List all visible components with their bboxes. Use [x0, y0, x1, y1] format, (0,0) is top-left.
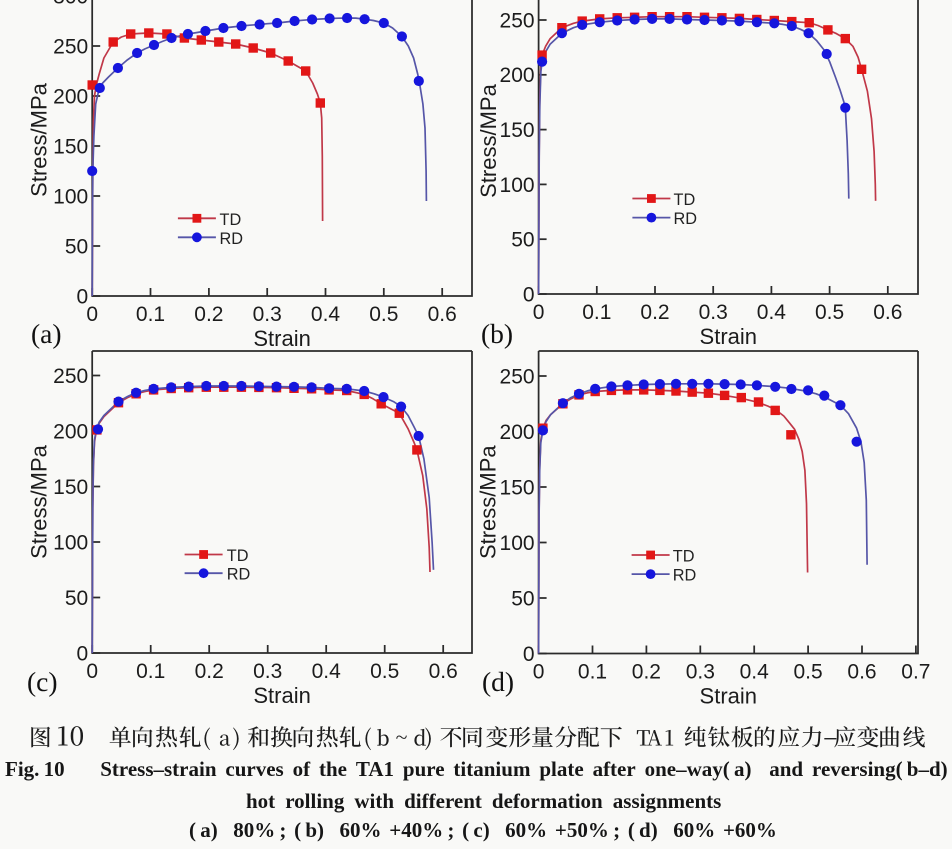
svg-text:0.2: 0.2	[195, 660, 224, 683]
svg-text:0.1: 0.1	[136, 303, 165, 326]
svg-text:100: 100	[53, 185, 88, 208]
svg-text:Strain: Strain	[253, 683, 310, 708]
svg-text:0: 0	[523, 643, 535, 666]
svg-text:0.5: 0.5	[793, 661, 822, 684]
svg-text:100: 100	[500, 174, 535, 197]
svg-text:0.1: 0.1	[578, 661, 607, 684]
svg-text:200: 200	[53, 85, 88, 108]
svg-text:200: 200	[500, 421, 535, 444]
svg-text:0.6: 0.6	[428, 303, 457, 326]
svg-text:(c): (c)	[27, 666, 58, 697]
svg-text:100: 100	[500, 532, 535, 555]
svg-text:50: 50	[65, 235, 88, 258]
svg-text:0.5: 0.5	[369, 303, 398, 326]
svg-text:Strain: Strain	[700, 684, 757, 709]
svg-text:0: 0	[533, 301, 545, 324]
svg-text:100: 100	[53, 531, 88, 554]
svg-text:50: 50	[511, 587, 534, 610]
svg-text:TD: TD	[673, 548, 695, 566]
svg-text:(a): (a)	[31, 318, 62, 349]
svg-text:0.3: 0.3	[686, 661, 715, 684]
svg-text:0.3: 0.3	[253, 660, 282, 683]
svg-text:RD: RD	[227, 566, 251, 584]
svg-text:0.2: 0.2	[194, 303, 223, 326]
svg-text:0: 0	[86, 303, 98, 326]
svg-text:150: 150	[500, 119, 535, 142]
svg-text:RD: RD	[674, 210, 698, 228]
svg-text:0: 0	[533, 661, 545, 684]
svg-text:0.7: 0.7	[901, 661, 930, 684]
svg-text:(b): (b)	[481, 318, 513, 349]
svg-text:0.6: 0.6	[429, 660, 458, 683]
svg-text:0.4: 0.4	[757, 301, 787, 324]
svg-text:TD: TD	[674, 191, 696, 209]
svg-text:RD: RD	[220, 230, 244, 248]
svg-text:200: 200	[53, 420, 88, 443]
svg-text:RD: RD	[673, 567, 697, 585]
svg-text:50: 50	[511, 229, 534, 252]
svg-text:0.1: 0.1	[136, 660, 165, 683]
svg-text:150: 150	[500, 476, 535, 499]
svg-text:TD: TD	[227, 547, 249, 565]
svg-text:50: 50	[65, 587, 88, 610]
svg-text:250: 250	[53, 365, 88, 388]
svg-text:Stress/MPa: Stress/MPa	[476, 83, 501, 197]
svg-text:0.6: 0.6	[847, 661, 876, 684]
svg-text:Stress/MPa: Stress/MPa	[27, 82, 52, 196]
svg-text:200: 200	[500, 64, 535, 87]
svg-text:250: 250	[53, 35, 88, 58]
svg-text:0.4: 0.4	[311, 303, 341, 326]
svg-text:0.6: 0.6	[873, 301, 902, 324]
svg-text:(d): (d)	[482, 666, 514, 697]
svg-text:150: 150	[53, 135, 88, 158]
svg-text:Strain: Strain	[700, 324, 757, 349]
svg-text:0.1: 0.1	[582, 301, 611, 324]
svg-text:Strain: Strain	[253, 326, 310, 351]
svg-text:0.2: 0.2	[632, 661, 661, 684]
svg-text:0.5: 0.5	[370, 660, 399, 683]
svg-text:300: 300	[53, 0, 88, 8]
svg-text:250: 250	[500, 365, 535, 388]
svg-text:TD: TD	[220, 211, 242, 229]
svg-text:Stress/MPa: Stress/MPa	[27, 444, 52, 558]
svg-text:0.2: 0.2	[640, 301, 669, 324]
svg-text:0.3: 0.3	[253, 303, 282, 326]
svg-text:250: 250	[500, 9, 535, 32]
svg-text:150: 150	[53, 476, 88, 499]
svg-text:0: 0	[77, 285, 89, 308]
svg-text:0.4: 0.4	[740, 661, 770, 684]
svg-text:0.5: 0.5	[815, 301, 844, 324]
svg-text:0.3: 0.3	[699, 301, 728, 324]
svg-text:0: 0	[523, 283, 535, 306]
svg-text:0: 0	[77, 642, 89, 665]
svg-text:0: 0	[86, 660, 98, 683]
svg-text:0.4: 0.4	[312, 660, 342, 683]
svg-text:Stress/MPa: Stress/MPa	[476, 445, 501, 559]
